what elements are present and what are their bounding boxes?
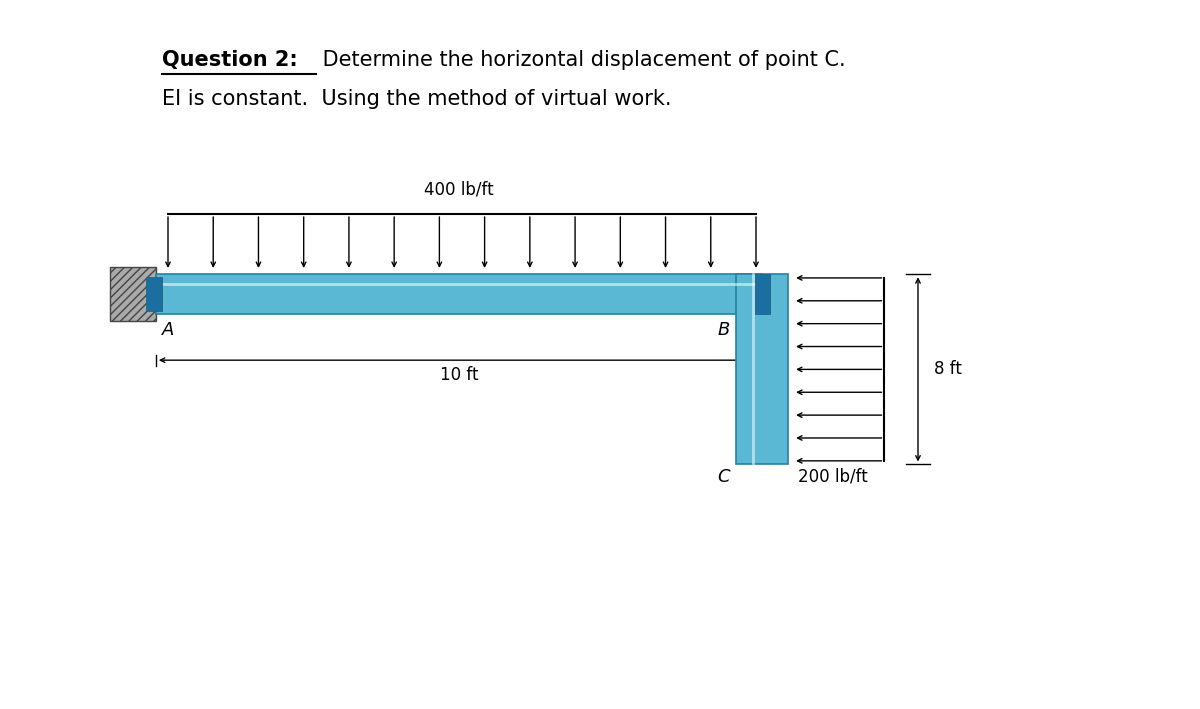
Text: 10 ft: 10 ft xyxy=(439,366,479,384)
Text: EI is constant.  Using the method of virtual work.: EI is constant. Using the method of virt… xyxy=(162,89,672,108)
Text: C: C xyxy=(716,468,730,486)
Text: 200 lb/ft: 200 lb/ft xyxy=(798,468,868,486)
Text: Determine the horizontal displacement of point C.: Determine the horizontal displacement of… xyxy=(316,50,845,69)
Text: A: A xyxy=(162,321,174,339)
Text: 400 lb/ft: 400 lb/ft xyxy=(424,181,494,199)
Bar xyxy=(755,274,770,314)
Bar xyxy=(156,274,762,314)
Text: B: B xyxy=(718,321,730,339)
Text: 8 ft: 8 ft xyxy=(934,360,961,379)
Bar xyxy=(736,274,788,464)
Bar xyxy=(146,277,162,311)
Text: Question 2:: Question 2: xyxy=(162,50,298,69)
Bar xyxy=(110,267,156,321)
